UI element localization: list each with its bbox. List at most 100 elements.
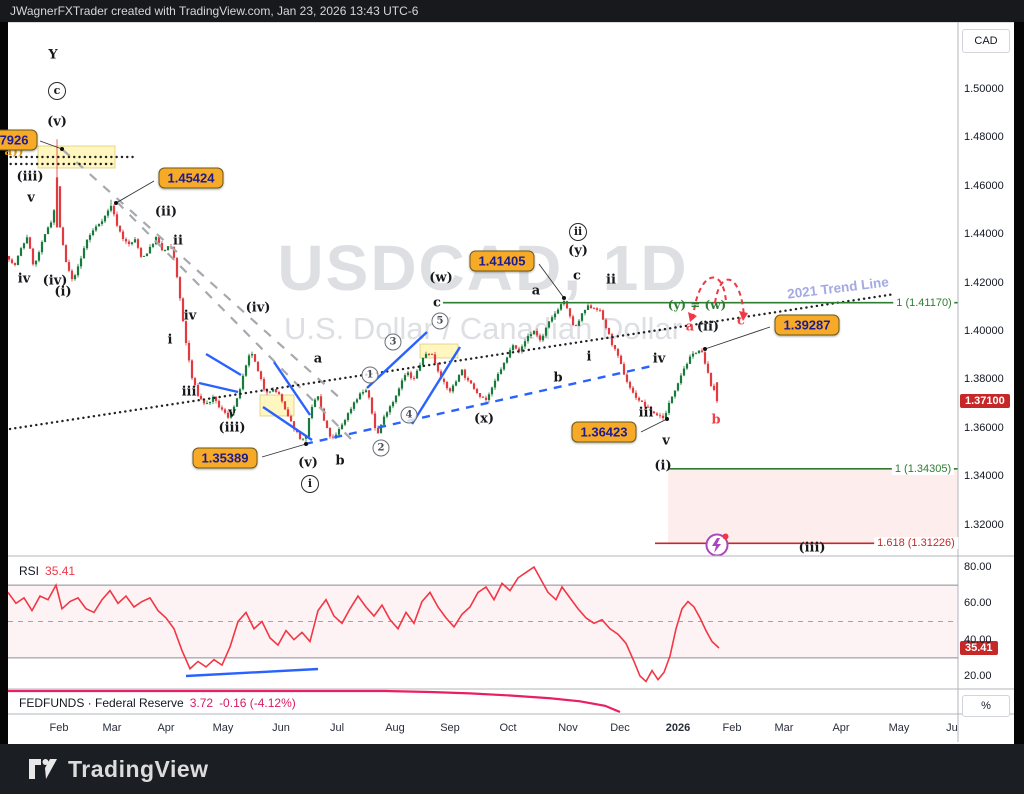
candle-body [148,246,152,254]
trend-line-gray-dash[interactable] [116,201,353,441]
candle-body [676,383,680,391]
candle-body [382,416,386,425]
candle-body [484,397,488,400]
candle-body [628,381,632,388]
candle-body [682,368,686,376]
candle-body [454,381,458,386]
candle-body [520,346,524,352]
candle-body [109,205,113,211]
trend-line-blue[interactable] [366,331,428,389]
candle-body [271,389,275,392]
candle-body [709,372,713,386]
candle-body [124,239,128,242]
trend-line-blue-dash[interactable] [304,364,653,446]
candle-body [319,396,323,409]
candle-body [190,360,194,379]
candle-body [631,387,635,393]
candle-body [76,266,80,276]
projection-arrowhead [739,311,748,321]
highlight-box[interactable] [37,145,116,169]
candle-body [475,388,479,393]
price-plot[interactable] [8,139,958,544]
candle-body [163,250,167,251]
candle-body [502,362,506,370]
candle-body [142,256,146,257]
candle-body [505,357,509,363]
candle-body [361,392,365,394]
candle-body [352,402,356,409]
candle-body [385,412,389,417]
trend-line-blue[interactable] [185,667,319,678]
candle-body [298,431,302,439]
candle-body [610,334,614,346]
candle-body [181,298,185,322]
candle-body [91,230,95,236]
chart-surface[interactable] [8,22,1014,744]
chart-canvas[interactable] [8,22,1014,744]
candle-body [358,393,362,400]
candle-body [25,237,29,244]
candle-body [604,319,608,328]
candle-body [280,394,284,402]
candle-body [517,348,521,352]
projection-arrowhead [688,312,697,322]
candle-body [487,394,491,400]
candle-body [268,391,272,393]
candle-body [613,345,617,349]
trend-line-blue[interactable] [410,346,462,425]
candle-body [193,378,197,386]
projection-arc[interactable] [714,278,745,318]
candle-body [577,320,581,326]
candle-body [340,424,344,430]
candle-body [568,308,572,317]
candle-body [8,255,11,260]
trend-line-gray-dash[interactable] [62,149,343,401]
trend-line-blue[interactable] [273,361,311,416]
candle-body [211,396,215,402]
candle-body [463,369,467,378]
trend-line-black-dot[interactable] [8,292,897,431]
candle-body [694,353,698,355]
candle-body [397,388,401,396]
candle-body [64,245,68,263]
candle-body [571,316,575,326]
candle-body [31,248,35,265]
candle-body [637,397,641,401]
lightning-bolt-icon [712,538,721,553]
attribution-text: JWagnerFXTrader created with TradingView… [10,4,419,18]
candle-body [313,399,317,407]
candle-body [112,205,116,215]
fib-zone[interactable] [668,468,958,544]
candle-body [469,380,473,384]
candle-body [601,310,605,320]
candle-body [178,277,182,299]
candle-body [85,239,89,249]
candle-body [196,385,200,396]
trend-line-blue[interactable] [262,406,313,441]
candle-body [22,243,26,249]
trend-line-blue[interactable] [198,381,239,394]
trend-line-blue[interactable] [205,352,242,377]
candle-body [259,371,263,380]
candle-body [529,334,533,337]
candle-body [415,370,419,379]
candle-body [283,401,287,410]
candle-body [445,381,449,389]
candle-body [370,397,374,414]
candle-body [493,380,497,388]
candle-body [547,321,551,328]
projection-arc[interactable] [692,276,727,320]
alert-dot-icon [722,533,729,540]
candle-body [616,348,620,356]
candle-body [586,305,590,310]
candle-body [526,336,530,342]
candle-body [499,369,503,374]
candle-body [166,246,170,251]
candle-body [43,234,47,242]
candle-body [94,226,98,231]
callout-line [115,180,155,204]
attribution-bar: JWagnerFXTrader created with TradingView… [0,0,1024,22]
candle-body [622,364,626,375]
candle-body [418,365,422,371]
candle-body [217,400,221,408]
